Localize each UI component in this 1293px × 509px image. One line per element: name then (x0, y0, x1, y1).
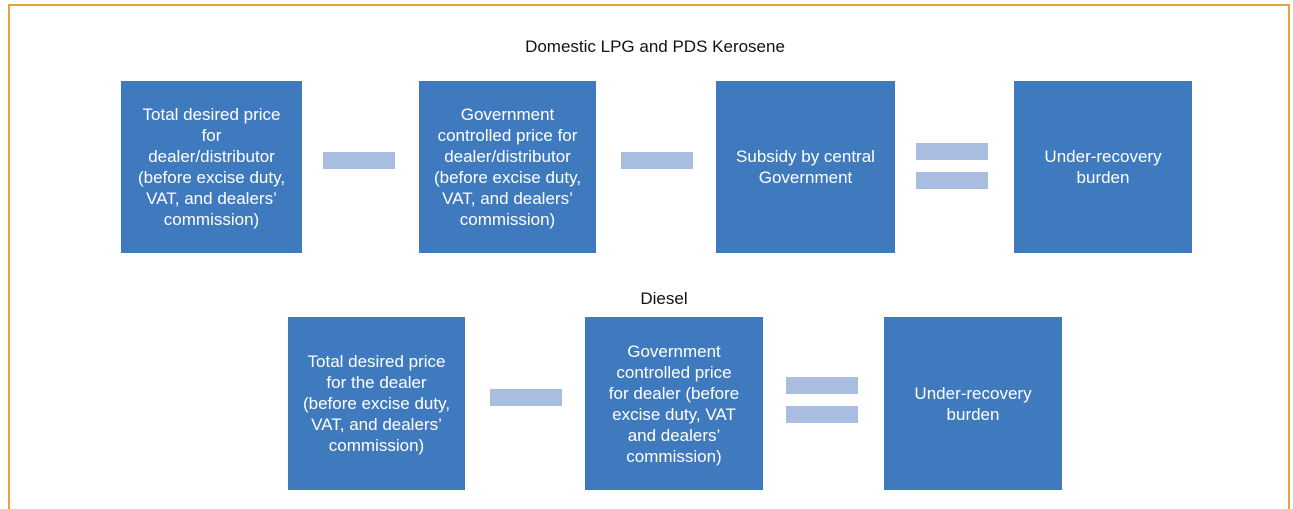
box: Under-recovery burden (1014, 81, 1192, 253)
box-text-line: for (201, 126, 222, 145)
box-text-line: and dealers’ (627, 425, 721, 445)
box-text-line: dealer/distributor (444, 147, 571, 166)
box-text-line: burden (1076, 168, 1130, 187)
minus-sign (490, 389, 562, 406)
equals-sign (786, 406, 858, 423)
box-text-line: for dealer (before (608, 383, 740, 403)
box-text-line: commission) (626, 446, 722, 466)
box-text-line: commission) (163, 210, 260, 229)
box-text-line: Total desired price (307, 352, 446, 371)
box-text-line: VAT, and dealers’ (442, 189, 573, 208)
box: Government controlled price for dealer/dis… (419, 81, 596, 253)
minus-sign (323, 152, 395, 169)
box-text-line: VAT, and dealers’ (311, 415, 442, 434)
box-text-line: Under-recovery (1044, 147, 1162, 166)
box-text-line: (before excise duty, (302, 394, 451, 413)
minus-sign (621, 152, 693, 169)
box-text-line: Government (758, 168, 853, 187)
box-text-line: (before excise duty, (137, 168, 286, 187)
box-text-line: commission) (459, 210, 556, 229)
row-title: Domestic LPG and PDS Kerosene (525, 37, 785, 56)
border (8, 4, 10, 509)
row-title: Diesel (640, 289, 688, 308)
border (8, 4, 1290, 6)
box: Government controlled price for dealer (be… (585, 317, 763, 490)
box-text-line: controlled price (616, 362, 732, 382)
border (1288, 4, 1290, 509)
box-text-line: Under-recovery (914, 383, 1032, 403)
equals-sign (786, 377, 858, 394)
box-text-line: excise duty, VAT (612, 404, 736, 424)
box-text-line: burden (946, 404, 1000, 424)
box: Under-recovery burden (884, 317, 1062, 490)
box: Subsidy by central Government (716, 81, 895, 253)
equals-sign (916, 172, 988, 189)
equals-sign (916, 143, 988, 160)
box-text-line: VAT, and dealers’ (146, 189, 277, 208)
box: Total desired price for the dealer (before… (288, 317, 465, 490)
box-text-line: (before excise duty, (433, 168, 582, 187)
box-text-line: for the dealer (326, 373, 427, 392)
box: Total desired price for dealer/distributor… (121, 81, 302, 253)
box-text-line: Government (460, 105, 555, 124)
box-text-line: Subsidy by central (736, 147, 875, 166)
box-text-line: dealer/distributor (148, 147, 275, 166)
box-text-line: Total desired price (142, 105, 281, 124)
box-text-line: Government (627, 341, 721, 361)
box-text-line: commission) (328, 436, 425, 455)
box-text-line: controlled price for (437, 126, 578, 145)
